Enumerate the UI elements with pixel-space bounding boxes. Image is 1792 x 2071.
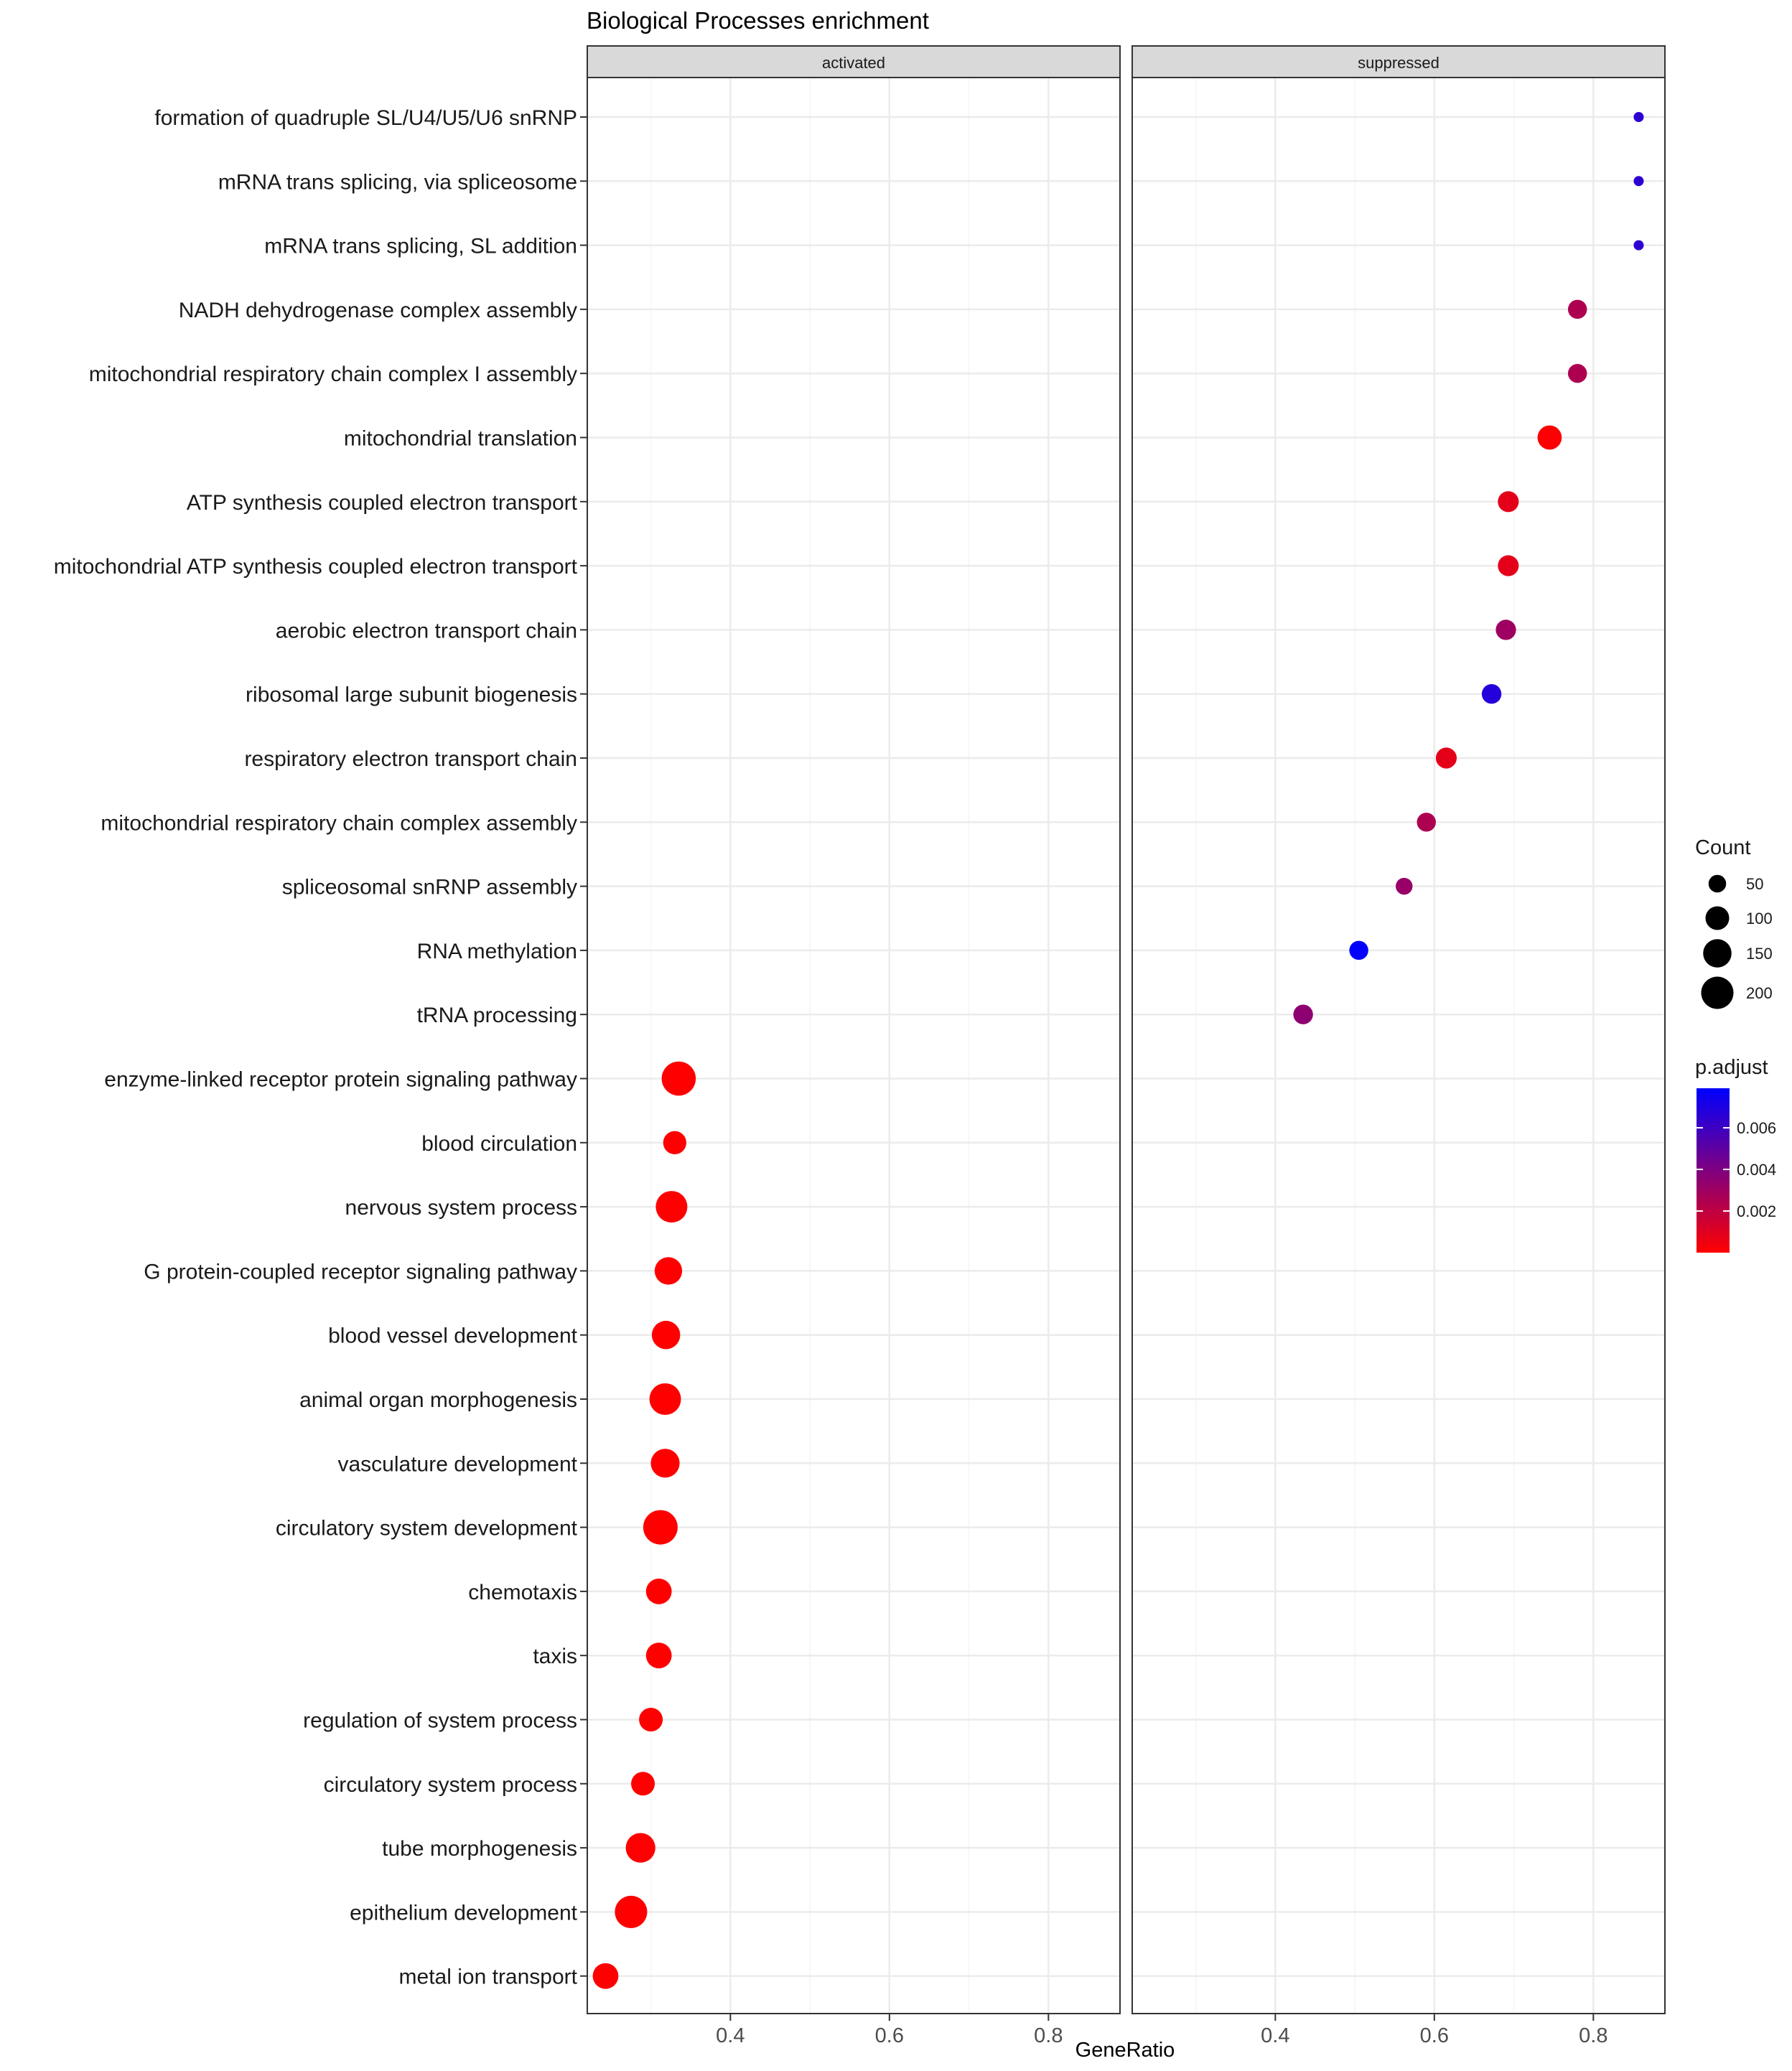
colorbar-tick-label: 0.004	[1737, 1161, 1776, 1179]
colorbar-tick-label: 0.006	[1737, 1119, 1776, 1137]
facet-label-activated: activated	[822, 54, 885, 72]
y-category-label: enzyme-linked receptor protein signaling…	[104, 1068, 577, 1092]
padjust-colorbar	[1697, 1088, 1730, 1253]
y-category-label: ribosomal large subunit biogenesis	[246, 683, 577, 707]
panel-background-suppressed	[1132, 78, 1665, 2014]
data-point	[1633, 176, 1644, 187]
x-axis: 0.4 0.6 0.8 0.4 0.6 0.8	[716, 2014, 1607, 2047]
y-category-label: circulatory system process	[324, 1773, 577, 1797]
x-tick-label-activated: 0.6	[875, 2024, 904, 2047]
y-category-label: NADH dehydrogenase complex assembly	[179, 299, 577, 322]
legend-count-title: Count	[1695, 836, 1750, 859]
y-category-label: mRNA trans splicing, via spliceosome	[218, 170, 577, 194]
y-category-label: regulation of system process	[303, 1709, 577, 1733]
legend-padjust-title: p.adjust	[1695, 1056, 1768, 1079]
panel-border-activated	[587, 77, 1121, 2014]
data-point	[1633, 111, 1644, 123]
data-point	[1293, 1004, 1313, 1024]
data-point	[1633, 240, 1644, 251]
data-point	[643, 1510, 678, 1545]
y-category-label: respiratory electron transport chain	[244, 747, 577, 771]
panel-border-suppressed	[1131, 77, 1666, 2014]
x-tick-label-suppressed: 0.4	[1261, 2024, 1289, 2047]
data-point	[654, 1257, 683, 1285]
data-point	[1495, 620, 1516, 640]
y-category-label: RNA methylation	[417, 940, 577, 963]
legend-count-dot	[1708, 874, 1727, 893]
legend-count-dot	[1703, 939, 1732, 968]
chart-title: Biological Processes enrichment	[587, 7, 929, 34]
data-points	[592, 111, 1644, 1989]
y-category-label: mitochondrial translation	[344, 427, 577, 451]
data-point	[1349, 940, 1368, 960]
y-category-label: vasculature development	[337, 1452, 577, 1476]
data-point	[1396, 877, 1413, 895]
x-tick-label-suppressed: 0.6	[1420, 2024, 1449, 2047]
y-category-label: blood circulation	[421, 1132, 577, 1156]
data-point	[1537, 425, 1562, 450]
y-category-label: metal ion transport	[399, 1965, 578, 1989]
y-category-label: mitochondrial ATP synthesis coupled elec…	[54, 555, 578, 579]
x-tick-label-suppressed: 0.8	[1579, 2024, 1607, 2047]
data-point	[625, 1833, 655, 1863]
y-category-label: blood vessel development	[328, 1324, 578, 1348]
data-point	[1498, 555, 1519, 576]
data-point	[1567, 299, 1587, 319]
y-category-label: nervous system process	[345, 1196, 577, 1220]
y-category-label: ATP synthesis coupled electron transport	[187, 491, 578, 515]
data-point	[592, 1963, 619, 1989]
data-point	[1567, 363, 1587, 383]
data-point	[1498, 491, 1519, 513]
legend-count-label: 100	[1746, 910, 1773, 927]
legends: Count 50 100 150 200 p.adjust 0.002 0.004 0.006	[1695, 836, 1776, 1253]
data-point	[651, 1320, 681, 1350]
data-point	[1435, 747, 1457, 769]
y-axis-labels: formation of quadruple SL/U4/U5/U6 snRNP…	[54, 106, 587, 1989]
y-category-label: spliceosomal snRNP assembly	[282, 876, 577, 899]
y-category-label: epithelium development	[350, 1901, 578, 1925]
y-category-label: chemotaxis	[468, 1581, 577, 1604]
data-point	[663, 1131, 686, 1154]
y-category-label: mitochondrial respiratory chain complex …	[101, 811, 577, 835]
colorbar-tick-label: 0.002	[1737, 1202, 1776, 1220]
y-category-label: mRNA trans splicing, SL addition	[264, 235, 577, 258]
x-tick-label-activated: 0.8	[1034, 2024, 1063, 2047]
panel-background-activated	[587, 78, 1120, 2014]
facet-strip-suppressed	[1131, 45, 1666, 78]
y-category-label: mitochondrial respiratory chain complex …	[89, 363, 577, 386]
y-category-label: tube morphogenesis	[382, 1837, 577, 1861]
legend-count-label: 200	[1746, 984, 1773, 1002]
data-point	[1417, 813, 1436, 832]
data-point	[661, 1061, 696, 1096]
data-point	[639, 1707, 663, 1732]
y-category-label: circulatory system development	[276, 1517, 578, 1541]
y-category-label: taxis	[533, 1645, 577, 1668]
y-category-label: formation of quadruple SL/U4/U5/U6 snRNP	[154, 106, 577, 130]
data-point	[645, 1579, 672, 1604]
x-axis-title: GeneRatio	[1075, 2039, 1175, 2062]
y-category-label: aerobic electron transport chain	[276, 619, 577, 642]
facet-strip-activated	[587, 45, 1121, 78]
data-point	[615, 1895, 648, 1928]
y-category-label: tRNA processing	[417, 1004, 577, 1027]
y-category-label: G protein-coupled receptor signaling pat…	[144, 1260, 577, 1284]
data-point	[650, 1449, 680, 1478]
legend-count-label: 50	[1746, 875, 1763, 893]
data-point	[645, 1642, 672, 1669]
facet-label-suppressed: suppressed	[1358, 54, 1439, 72]
panel-frames: activated suppressed	[587, 45, 1666, 2014]
legend-count-dot	[1705, 906, 1730, 930]
legend-count-dot	[1701, 976, 1734, 1009]
data-point	[1481, 684, 1502, 704]
x-tick-label-activated: 0.4	[716, 2024, 745, 2047]
data-point	[649, 1383, 681, 1415]
grid-layer	[587, 78, 1665, 2014]
data-point	[631, 1772, 655, 1796]
data-point	[655, 1191, 688, 1223]
y-category-label: animal organ morphogenesis	[299, 1388, 577, 1412]
legend-count-label: 150	[1746, 945, 1773, 963]
